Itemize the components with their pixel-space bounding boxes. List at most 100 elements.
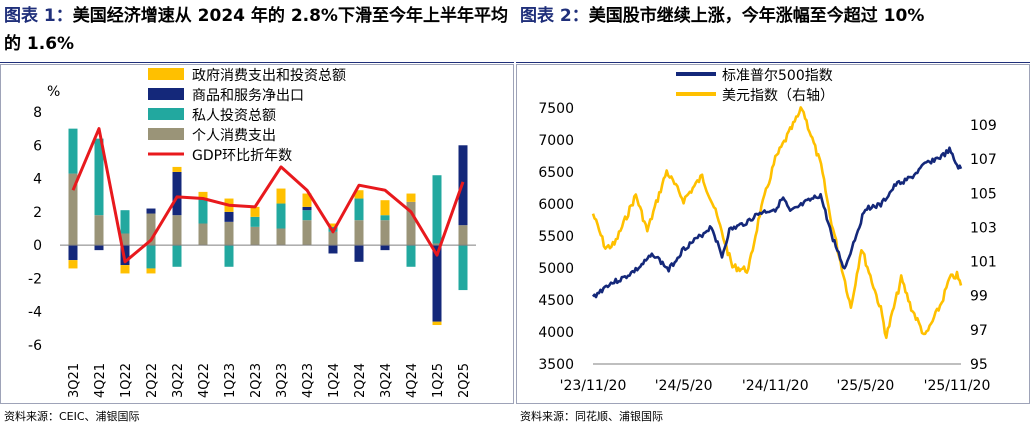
y-tick-label: 8 (33, 105, 42, 121)
bar-net_exports (224, 211, 234, 222)
dxy-line (591, 106, 963, 340)
bar-net_exports (432, 245, 442, 322)
figure-2-frame (516, 64, 1030, 404)
y-right-tick-label: 109 (970, 118, 997, 134)
y-left-tick-label: 4000 (538, 325, 574, 341)
bar-investment (120, 210, 130, 234)
legend-label-0: 标准普尔500指数 (722, 68, 833, 84)
x-tick-label: 1Q23 (223, 363, 238, 398)
bar-investment (432, 175, 442, 244)
bar-investment (276, 203, 286, 229)
y-right-tick-label: 103 (970, 220, 997, 236)
y-right-tick-label: 97 (970, 323, 988, 339)
x-tick-label: 4Q21 (93, 363, 108, 398)
x-tick-label: 3Q21 (67, 363, 82, 398)
legend-label-consumption: 个人消费支出 (192, 128, 276, 144)
x-tick-label: 3Q24 (379, 363, 394, 398)
bar-investment (354, 198, 364, 221)
bar-gov (146, 268, 156, 274)
bar-gov (68, 260, 78, 269)
gdp-contribution-chart: % -6 -4 -2 0 2 4 6 8 3Q21 4Q21 1Q22 2Q22 3Q22 4Q22 1Q23… (28, 68, 476, 398)
bar-gov (276, 188, 286, 204)
bar-consumption (198, 223, 208, 246)
y-tick-label: -6 (28, 338, 42, 354)
bar-investment (68, 128, 78, 174)
bar-net_exports (302, 206, 312, 211)
bar-gov (328, 223, 338, 227)
bar-net_exports (380, 245, 390, 251)
figure-1-frame (0, 64, 514, 404)
bar-net_exports (328, 245, 338, 254)
bar-net_exports (354, 245, 364, 262)
y-tick-label: 0 (33, 238, 42, 254)
bar-consumption (94, 215, 104, 246)
x-tick-label: 4Q22 (197, 363, 212, 398)
legend-label-investment: 私人投资总额 (192, 108, 276, 124)
x-tick-label: 4Q24 (405, 363, 420, 398)
y-left-tick-label: 7500 (538, 101, 574, 117)
y-right-tick-label: 101 (970, 255, 997, 271)
legend-label-1: 美元指数（右轴） (722, 88, 834, 104)
bar-investment (146, 245, 156, 269)
bar-net_exports (172, 171, 182, 216)
bar-investment (302, 210, 312, 221)
bar-consumption (172, 215, 182, 246)
x-tick-label: '25/11/20 (924, 378, 991, 394)
bar-investment (172, 245, 182, 267)
bar-consumption (224, 221, 234, 246)
y-left-tick-label: 5500 (538, 229, 574, 245)
figure-1-label: 图表 1 (4, 6, 56, 26)
bar-net_exports (94, 245, 104, 251)
sp500-line (591, 146, 963, 299)
y-right-tick-label: 107 (970, 152, 997, 168)
x-tick-label: 3Q23 (275, 363, 290, 398)
legend-swatch-net_exports (148, 88, 184, 100)
figure-2-title-text: 美国股市继续上涨，今年涨幅至今超过 10% (588, 6, 925, 26)
bar-consumption (120, 233, 130, 246)
figure-2-title-rule (516, 62, 1030, 63)
legend-label-net_exports: 商品和服务净出口 (192, 88, 304, 104)
bar-consumption (458, 225, 468, 246)
bar-gov (354, 190, 364, 199)
bar-consumption (68, 173, 78, 246)
x-tick-label: 1Q22 (119, 363, 134, 398)
bar-investment (380, 215, 390, 221)
x-tick-label: 2Q22 (145, 363, 160, 398)
figure-2-source: 资料来源：同花顺、浦银国际 (520, 410, 663, 423)
bar-consumption (302, 220, 312, 246)
bar-consumption (380, 220, 390, 246)
legend-label-gov: 政府消费支出和投资总额 (192, 68, 346, 84)
legend-label-gdp: GDP环比折年数 (192, 148, 292, 164)
bar-consumption (432, 243, 442, 246)
x-tick-label: 3Q22 (171, 363, 186, 398)
figure-1-title-text: 美国经济增速从 2024 年的 2.8%下滑至今年上半年平均的 1.6% (4, 6, 508, 54)
bar-consumption (406, 201, 416, 246)
bar-net_exports (68, 245, 78, 261)
y-left-tick-label: 6500 (538, 165, 574, 181)
bar-consumption (250, 226, 260, 246)
figure-2-title: 图表 2：美国股市继续上涨，今年涨幅至今超过 10% (520, 6, 925, 26)
bar-gov (120, 265, 130, 274)
y-tick-label: 2 (33, 205, 42, 221)
y-tick-label: 6 (33, 138, 42, 154)
y-left-tick-label: 7000 (538, 133, 574, 149)
x-tick-label: '24/5/20 (655, 378, 713, 394)
x-tick-label: '25/5/20 (836, 378, 894, 394)
bar-consumption (328, 231, 338, 246)
sp500-dxy-chart: 3500 4000 4500 5000 5500 6000 6500 7000 7500 95 97… (538, 68, 997, 394)
y-tick-label: -2 (28, 271, 42, 287)
x-tick-label: '23/11/20 (560, 378, 627, 394)
bar-consumption (354, 220, 364, 246)
legend-swatch-investment (148, 108, 184, 120)
legend-swatch-consumption (148, 128, 184, 140)
bar-investment (458, 245, 468, 291)
x-tick-label: '24/11/20 (742, 378, 809, 394)
bar-gov (406, 193, 416, 202)
y-right-tick-label: 99 (970, 289, 988, 305)
bar-consumption (146, 213, 156, 246)
bar-investment (406, 245, 416, 267)
bar-gov (432, 321, 442, 326)
x-tick-label: 4Q23 (301, 363, 316, 398)
legend-swatch-gov (148, 68, 184, 80)
y-left-tick-label: 6000 (538, 197, 574, 213)
